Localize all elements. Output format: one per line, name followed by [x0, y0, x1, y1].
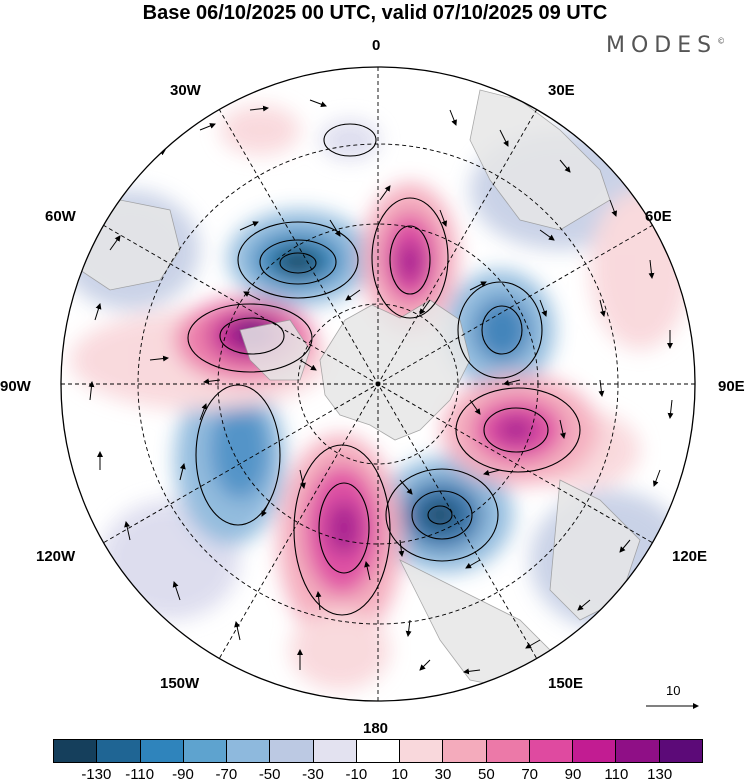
lon-label-60e: 60E	[645, 208, 672, 225]
colorbar-swatch	[443, 740, 487, 762]
colorbar-tick-label: -10	[345, 766, 368, 783]
lon-label-180: 180	[363, 720, 389, 737]
colorbar-swatch	[270, 740, 314, 762]
reference-vector-label: 10	[666, 683, 681, 698]
colorbar-tick-label: 110	[604, 766, 629, 783]
lon-label-150w: 150W	[160, 675, 200, 692]
colorbar-swatch	[486, 740, 530, 762]
north-pole-marker	[375, 381, 381, 387]
colorbar-tick-label: -70	[215, 766, 238, 783]
lon-label-150e: 150E	[548, 675, 584, 692]
colorbar-swatch	[183, 740, 228, 762]
colorbar	[53, 739, 703, 763]
brand-text: MODES	[606, 33, 718, 58]
map-boundary	[60, 66, 696, 702]
lon-label-90e: 90E	[718, 378, 745, 395]
wind-vectors	[88, 99, 674, 675]
colorbar-swatch	[400, 740, 444, 762]
colorbar-swatch	[573, 740, 617, 762]
colorbar-swatch	[97, 740, 141, 762]
lon-label-90w: 90W	[0, 378, 31, 395]
colorbar-swatch	[616, 740, 660, 762]
colorbar-swatch	[313, 740, 357, 762]
map-title: Base 06/10/2025 00 UTC, valid 07/10/2025…	[142, 2, 608, 24]
colorbar-tick-label: 30	[434, 766, 452, 783]
colorbar-tick-label: 50	[477, 766, 495, 783]
lon-label-0: 0	[372, 37, 381, 54]
colorbar-swatch	[529, 740, 574, 762]
colorbar-swatch	[54, 740, 98, 762]
colorbar-swatch	[356, 740, 401, 762]
anomaly-field	[61, 67, 695, 701]
colorbar-swatch	[140, 740, 184, 762]
lon-label-120w: 120W	[36, 548, 76, 565]
colorbar-tick-label: -50	[258, 766, 281, 783]
colorbar-tick-label: -30	[302, 766, 324, 783]
colorbar-swatch	[659, 740, 702, 762]
colorbar-tick-label: 70	[521, 766, 538, 783]
lon-label-60w: 60W	[45, 208, 76, 225]
colorbar-swatch	[227, 740, 271, 762]
colorbar-tick-label: -90	[172, 766, 194, 783]
lon-label-30e: 30E	[548, 82, 575, 99]
lon-label-120e: 120E	[672, 548, 708, 565]
colorbar-tick-label: -110	[125, 766, 155, 783]
colorbar-tick-label: -130	[81, 766, 112, 783]
copyright-mark: ©	[717, 36, 726, 46]
colorbar-tick-label: 10	[391, 766, 408, 783]
colorbar-tick-label: 130	[647, 766, 673, 783]
lon-label-30w: 30W	[170, 82, 201, 99]
brand-logo: MODES©	[606, 33, 725, 58]
colorbar-tick-label: 90	[564, 766, 582, 783]
